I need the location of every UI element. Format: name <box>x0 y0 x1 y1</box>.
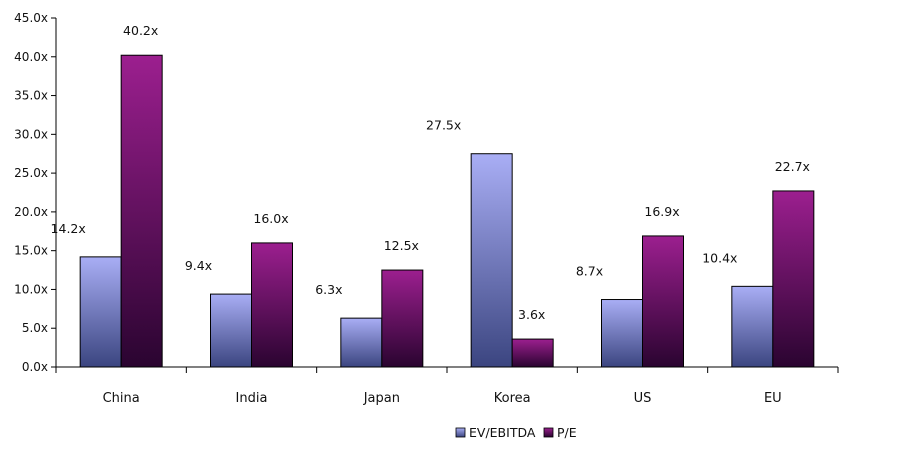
bar-ev-ebitda-china <box>79 256 122 368</box>
x-axis: China India Japan Korea US EU <box>55 366 839 406</box>
y-tick-label: 0.0x <box>22 360 48 374</box>
bar-ev-ebitda-india <box>210 293 252 368</box>
bar-p-e-eu <box>772 190 815 368</box>
x-tick-label: India <box>236 391 268 406</box>
data-label: 12.5x <box>384 238 419 253</box>
bar-p-e-japan <box>381 269 424 368</box>
y-tick-label: 15.0x <box>14 244 48 258</box>
data-label: 22.7x <box>775 159 810 174</box>
legend-label: EV/EBITDA <box>469 425 536 440</box>
bar-p-e-korea <box>511 338 554 368</box>
bar-ev-ebitda-us <box>601 299 643 368</box>
data-label: 9.4x <box>185 258 212 273</box>
bars-group <box>79 54 815 368</box>
data-label: 16.9x <box>644 204 679 219</box>
legend-swatch <box>543 427 554 438</box>
bar-p-e-china <box>120 54 163 368</box>
data-labels-group: 14.2x 40.2x 9.4x 16.0x 6.3x 12.5x 27.5x 3.6x 8.7… <box>51 23 810 322</box>
x-tick-label: Korea <box>494 391 531 406</box>
y-tick-label: 5.0x <box>22 321 48 335</box>
y-tick-label: 30.0x <box>14 127 48 141</box>
data-label: 14.2x <box>51 221 86 236</box>
data-label: 40.2x <box>123 23 158 38</box>
data-label: 27.5x <box>426 118 461 133</box>
x-tick-label: Japan <box>363 391 400 406</box>
bar-p-e-us <box>642 235 684 368</box>
data-label: 8.7x <box>576 264 603 279</box>
x-tick-label: China <box>103 391 140 406</box>
y-tick-label: 20.0x <box>14 205 48 219</box>
bar-p-e-india <box>251 242 293 368</box>
data-label: 6.3x <box>315 282 342 297</box>
x-tick-label: US <box>634 391 652 406</box>
y-tick-label: 35.0x <box>14 89 48 103</box>
data-label: 16.0x <box>253 211 288 226</box>
legend-swatch <box>455 427 466 438</box>
bar-ev-ebitda-japan <box>340 317 383 368</box>
bar-ev-ebitda-korea <box>470 153 513 368</box>
y-axis: 0.0x 5.0x 10.0x 15.0x 20.0x 25.0x 30.0x 35.0x 40… <box>14 11 57 374</box>
data-label: 3.6x <box>518 307 545 322</box>
bar-ev-ebitda-eu <box>731 285 774 368</box>
legend-label: P/E <box>557 425 577 440</box>
y-tick-label: 10.0x <box>14 282 48 296</box>
legend: EV/EBITDA P/E <box>455 425 577 440</box>
y-tick-label: 25.0x <box>14 166 48 180</box>
data-label: 10.4x <box>702 250 737 265</box>
y-tick-label: 45.0x <box>14 11 48 25</box>
y-tick-label: 40.0x <box>14 50 48 64</box>
x-tick-label: EU <box>764 391 782 406</box>
